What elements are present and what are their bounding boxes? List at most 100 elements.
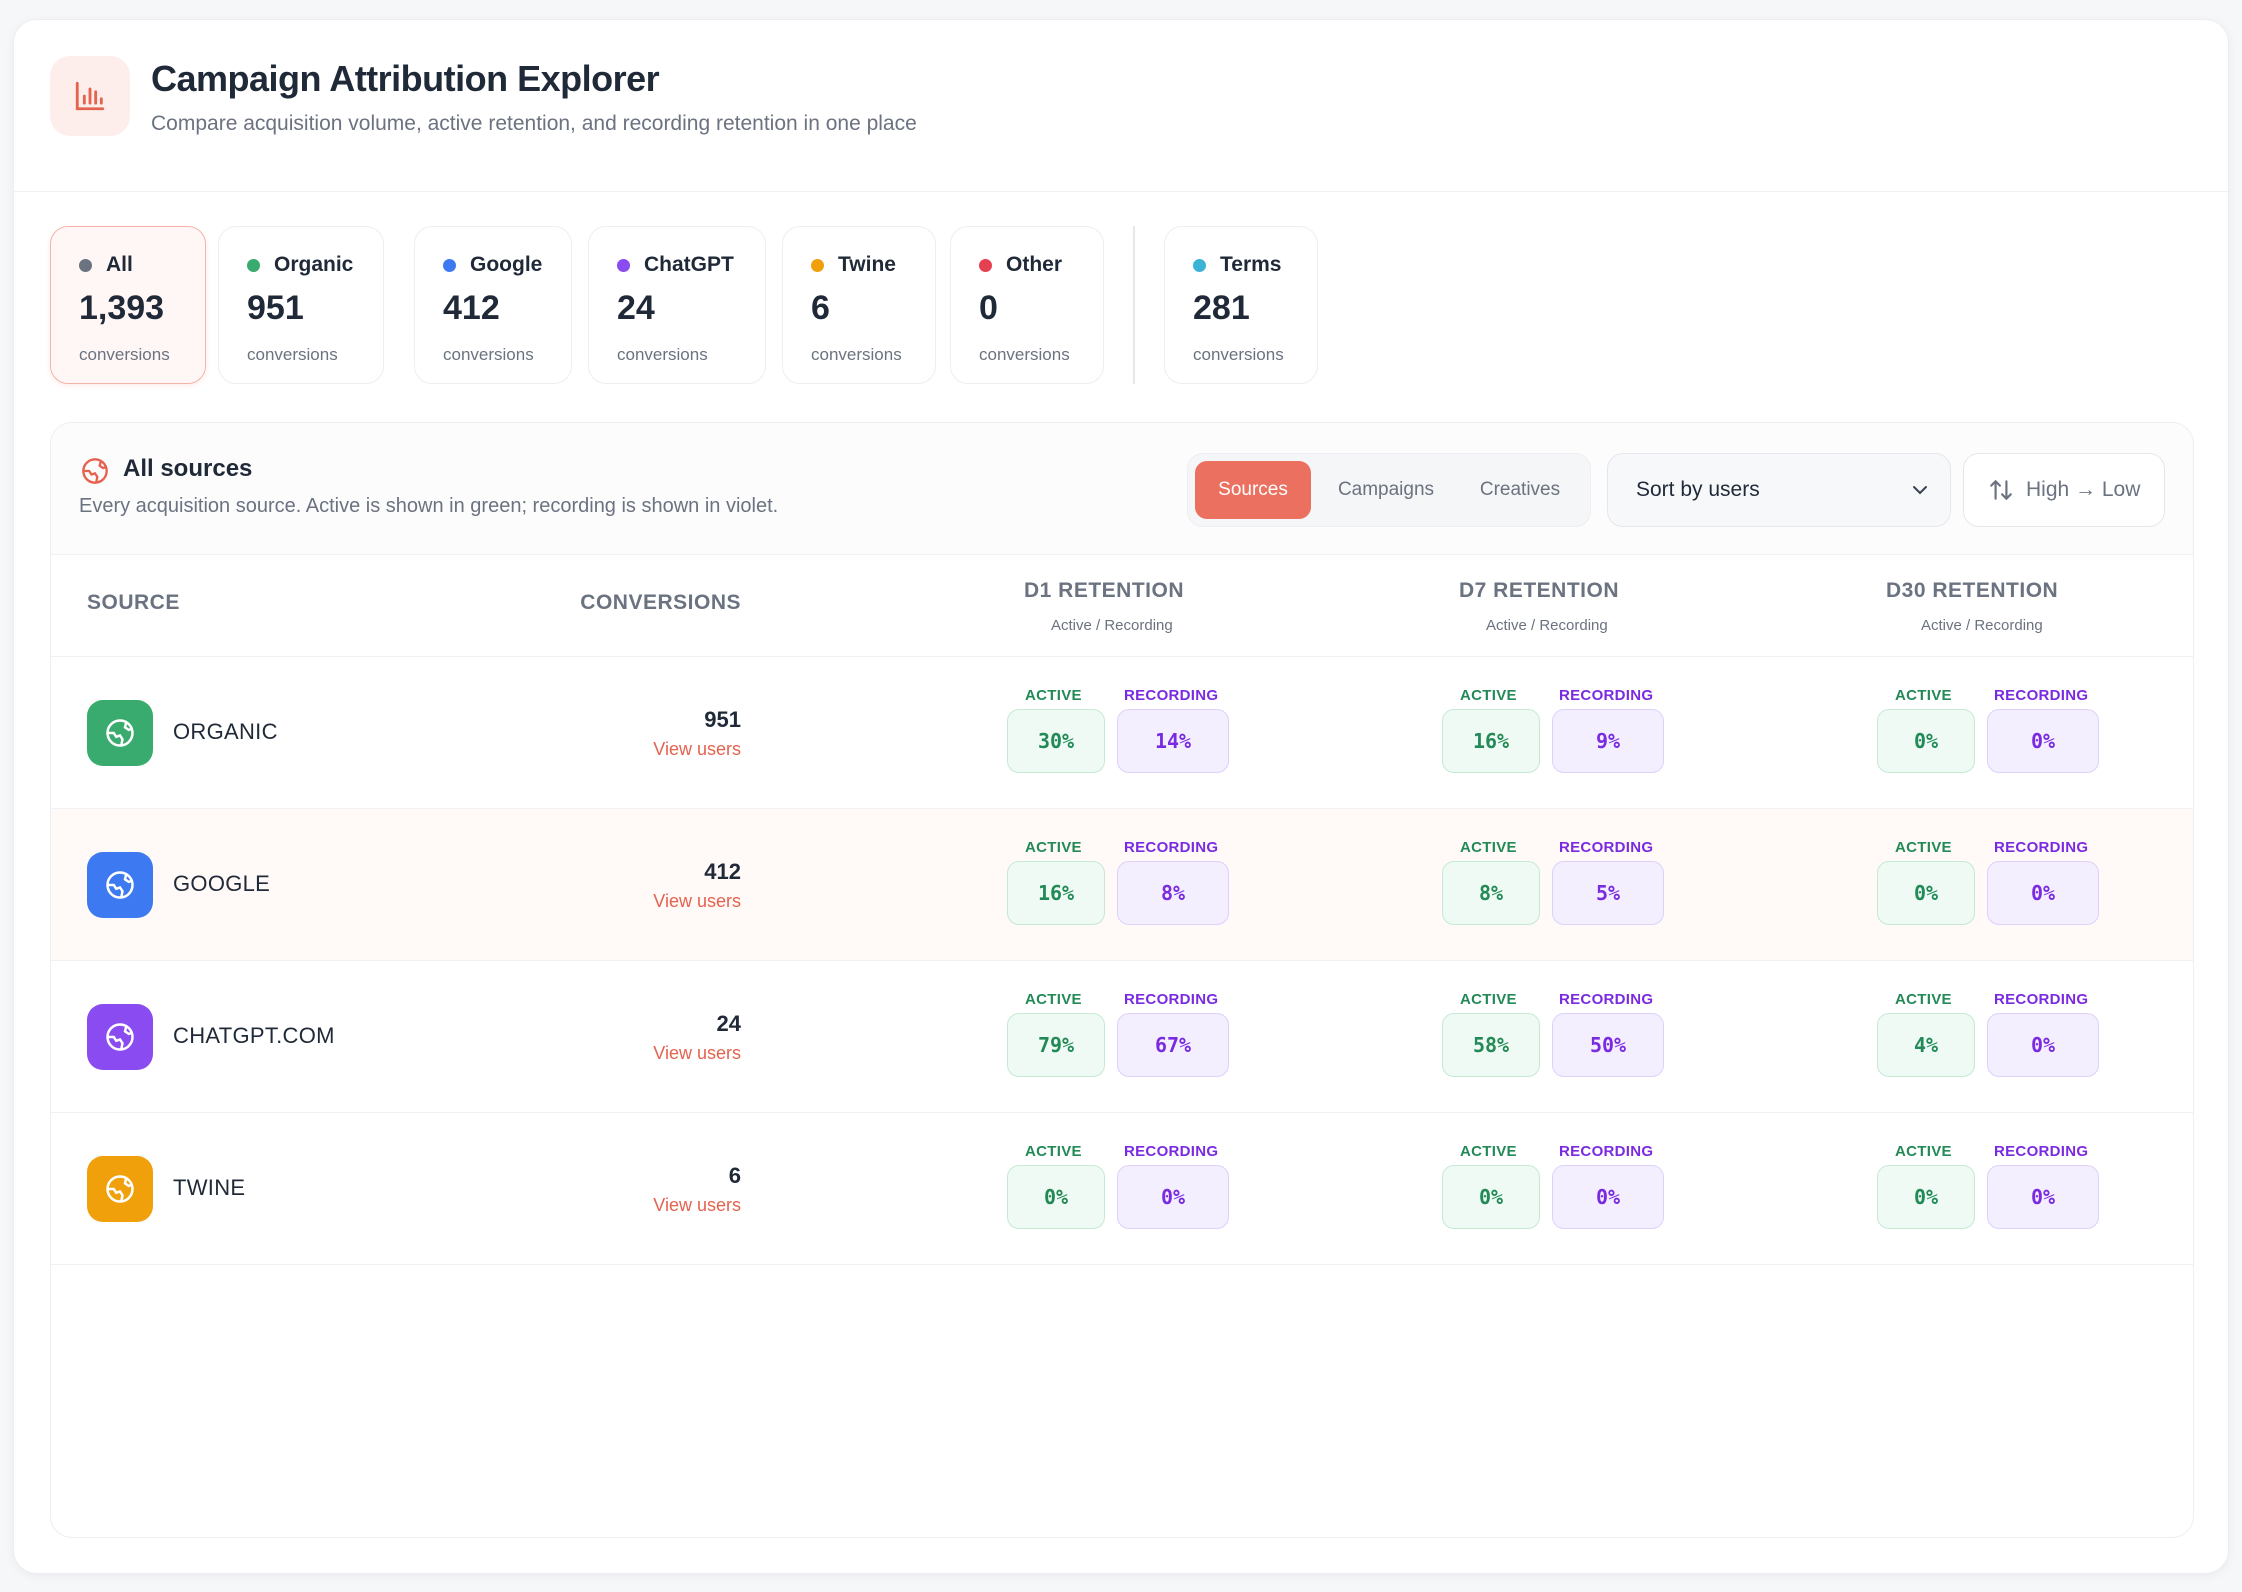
view-users-link[interactable]: View users (653, 739, 741, 759)
header-d7-retention[interactable]: D7 RETENTION (1459, 579, 1620, 602)
source-name: GOOGLE (173, 871, 271, 896)
stat-value: 951 (247, 289, 304, 327)
bar-chart-icon (50, 56, 130, 136)
stat-name: ChatGPT (644, 253, 734, 276)
recording-value: 14% (1117, 709, 1229, 773)
recording-value: 67% (1117, 1013, 1229, 1077)
sources-panel: All sources Every acquisition source. Ac… (50, 422, 2194, 1538)
stat-card-google[interactable]: Google 412 conversions (414, 226, 572, 384)
status-dot (79, 258, 92, 272)
sort-order-button[interactable]: High → Low (1963, 453, 2165, 527)
conversions-value: 412 (704, 859, 741, 884)
recording-label: RECORDING (1124, 991, 1219, 1008)
stat-card-twine[interactable]: Twine 6 conversions (782, 226, 936, 384)
sort-arrows-icon (1990, 479, 2012, 501)
stat-card-chatgpt[interactable]: ChatGPT 24 conversions (588, 226, 766, 384)
header-source[interactable]: SOURCE (87, 591, 180, 614)
recording-value: 0% (1987, 1165, 2099, 1229)
stat-label: conversions (79, 345, 170, 364)
recording-value: 0% (1552, 1165, 1664, 1229)
divider (1133, 226, 1135, 384)
page-header: Campaign Attribution Explorer Compare ac… (14, 20, 2228, 192)
panel-description: Every acquisition source. Active is show… (79, 495, 779, 517)
stat-label: conversions (617, 345, 708, 364)
active-value: 0% (1877, 709, 1975, 773)
stat-value: 6 (811, 289, 830, 327)
sort-select-value: Sort by users (1636, 478, 1760, 501)
header-conversions[interactable]: CONVERSIONS (580, 591, 741, 614)
retention-d7: ACTIVE RECORDING 8% 5% (1442, 839, 1682, 939)
recording-label: RECORDING (1124, 687, 1219, 704)
source-name: TWINE (173, 1175, 246, 1200)
panel-title: All sources (123, 455, 253, 482)
stat-label: conversions (811, 345, 902, 364)
sort-order-label: High → Low (2026, 478, 2141, 501)
retention-d30: ACTIVE RECORDING 0% 0% (1877, 1143, 2117, 1243)
header-d7-sub: Active / Recording (1486, 617, 1608, 634)
recording-value: 9% (1552, 709, 1664, 773)
view-users-link[interactable]: View users (653, 891, 741, 911)
status-dot (811, 258, 824, 272)
header-d1-sub: Active / Recording (1051, 617, 1173, 634)
active-label: ACTIVE (1460, 839, 1517, 856)
active-label: ACTIVE (1895, 991, 1952, 1008)
active-value: 0% (1007, 1165, 1105, 1229)
retention-d30: ACTIVE RECORDING 0% 0% (1877, 839, 2117, 939)
active-value: 16% (1007, 861, 1105, 925)
status-dot (617, 258, 630, 272)
retention-d1: ACTIVE RECORDING 16% 8% (1007, 839, 1247, 939)
active-label: ACTIVE (1025, 991, 1082, 1008)
active-label: ACTIVE (1025, 839, 1082, 856)
stat-card-organic[interactable]: Organic 951 conversions (218, 226, 384, 384)
header-d30-retention[interactable]: D30 RETENTION (1886, 579, 2059, 602)
globe-icon (87, 1156, 153, 1222)
header-d1-retention[interactable]: D1 RETENTION (1024, 579, 1185, 602)
header-d30-sub: Active / Recording (1921, 617, 2043, 634)
retention-d30: ACTIVE RECORDING 0% 0% (1877, 687, 2117, 787)
globe-icon (87, 852, 153, 918)
table-row[interactable]: GOOGLE 412 View users ACTIVE RECORDING 16% 8% A… (51, 809, 2193, 961)
recording-value: 8% (1117, 861, 1229, 925)
tab-campaigns[interactable]: Campaigns (1337, 479, 1435, 500)
recording-value: 0% (1987, 861, 2099, 925)
view-users-link[interactable]: View users (653, 1043, 741, 1063)
status-dot (247, 258, 260, 272)
stat-name: Organic (274, 253, 354, 276)
view-users-link[interactable]: View users (653, 1195, 741, 1215)
active-value: 0% (1877, 1165, 1975, 1229)
globe-icon (87, 700, 153, 766)
recording-value: 0% (1987, 1013, 2099, 1077)
recording-label: RECORDING (1559, 687, 1654, 704)
globe-icon (87, 1004, 153, 1070)
stat-card-terms[interactable]: Terms 281 conversions (1164, 226, 1318, 384)
recording-label: RECORDING (1994, 687, 2089, 704)
active-label: ACTIVE (1460, 687, 1517, 704)
tab-sources[interactable]: Sources (1195, 461, 1311, 519)
stat-value: 412 (443, 289, 500, 327)
conversions-value: 951 (704, 707, 741, 732)
status-dot (1193, 258, 1206, 272)
active-label: ACTIVE (1025, 687, 1082, 704)
globe-icon (81, 457, 109, 490)
active-value: 58% (1442, 1013, 1540, 1077)
retention-d7: ACTIVE RECORDING 0% 0% (1442, 1143, 1682, 1243)
table-row[interactable]: TWINE 6 View users ACTIVE RECORDING 0% 0% ACTIV… (51, 1113, 2193, 1265)
table-row[interactable]: ORGANIC 951 View users ACTIVE RECORDING 30% 14… (51, 657, 2193, 809)
active-value: 0% (1877, 861, 1975, 925)
status-dot (979, 258, 992, 272)
recording-label: RECORDING (1559, 839, 1654, 856)
active-label: ACTIVE (1895, 839, 1952, 856)
recording-label: RECORDING (1559, 1143, 1654, 1160)
recording-value: 50% (1552, 1013, 1664, 1077)
sort-select[interactable]: Sort by users (1607, 453, 1951, 527)
stat-card-all[interactable]: All 1,393 conversions (50, 226, 206, 384)
stat-value: 1,393 (79, 289, 165, 327)
active-value: 79% (1007, 1013, 1105, 1077)
active-value: 4% (1877, 1013, 1975, 1077)
panel-header: All sources Every acquisition source. Ac… (51, 423, 2193, 555)
stat-card-other[interactable]: Other 0 conversions (950, 226, 1104, 384)
stat-value: 24 (617, 289, 655, 327)
table-row[interactable]: CHATGPT.COM 24 View users ACTIVE RECORDING 79… (51, 961, 2193, 1113)
source-name: CHATGPT.COM (173, 1023, 335, 1048)
tab-creatives[interactable]: Creatives (1479, 479, 1561, 500)
